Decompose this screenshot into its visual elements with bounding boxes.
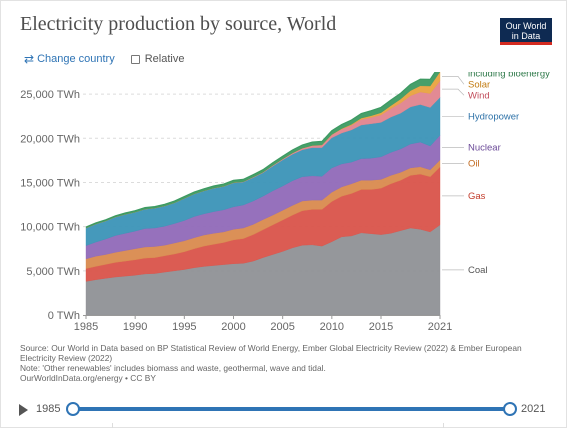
x-tick-label: 1990 [123,321,147,333]
series-label: Oil [468,159,480,170]
logo-line-2: in Data [511,31,541,41]
chart-controls: ⇄ Change country Relative [24,52,184,66]
y-tick-label: 5,000 TWh [26,266,80,278]
x-tick-label: 2010 [320,321,344,333]
series-label: Wind [468,90,490,101]
y-tick-label: 10,000 TWh [20,222,80,234]
x-tick-label: 1985 [74,321,98,333]
x-tick-label: 2021 [428,321,452,333]
series-label: Hydropower [468,111,519,122]
play-icon[interactable] [19,404,28,416]
x-tick-label: 1995 [172,321,196,333]
x-tick-label: 2000 [221,321,245,333]
y-tick-label: 15,000 TWh [20,177,80,189]
label-connector [442,76,465,85]
series-label: Solar [468,79,490,90]
source-line-1: Source: Our World in Data based on BP St… [20,343,522,353]
series-label: Nuclear [468,143,501,154]
y-tick-label: 20,000 TWh [20,133,80,145]
timeline: 1985 2021 [0,398,567,422]
logo-line-1: Our World [505,21,547,31]
change-country-button[interactable]: ⇄ Change country [24,52,115,66]
timeline-track[interactable] [73,407,510,411]
series-labels: CoalGasOilNuclearHydropowerWindSolarOthe… [442,72,550,276]
change-country-label: Change country [37,53,115,65]
x-tick-label: 2005 [270,321,294,333]
source-url-license: OurWorldInData.org/energy • CC BY [20,373,156,383]
y-tick-label: 25,000 TWh [20,89,80,101]
timeline-end-handle[interactable] [503,402,517,416]
timeline-start-year: 1985 [36,403,61,415]
area-series [85,72,441,316]
relative-label: Relative [144,53,185,65]
y-tick-label: 0 TWh [48,310,80,322]
chart-note: Note: 'Other renewables' includes biomas… [20,363,326,373]
stacked-area-chart: 0 TWh 5,000 TWh 10,000 TWh 15,000 TWh 20,000… [20,72,550,333]
x-axis: 1985 1990 1995 2000 2005 2010 2015 2021 [74,315,452,333]
stack-top-line [85,72,436,228]
label-connector [442,88,465,96]
series-label: including bioenergy [468,72,550,79]
y-axis: 0 TWh 5,000 TWh 10,000 TWh 15,000 TWh 20,000… [20,89,80,322]
swap-arrows-icon: ⇄ [24,52,35,66]
relative-toggle[interactable]: Relative [130,53,185,65]
x-tick-label: 2015 [369,321,393,333]
timeline-end-year: 2021 [521,403,546,415]
timeline-start-handle[interactable] [66,402,80,416]
source-line-2: Electricity Review (2022) [20,353,113,363]
series-label: Gas [468,191,486,202]
chart-title: Electricity production by source, World [20,13,337,35]
owid-logo[interactable]: Our World in Data [500,18,552,45]
relative-checkbox[interactable] [130,54,140,64]
chart-source: Source: Our World in Data based on BP St… [20,343,560,383]
bottom-tab-strip [112,423,444,428]
series-label: Coal [468,265,488,276]
